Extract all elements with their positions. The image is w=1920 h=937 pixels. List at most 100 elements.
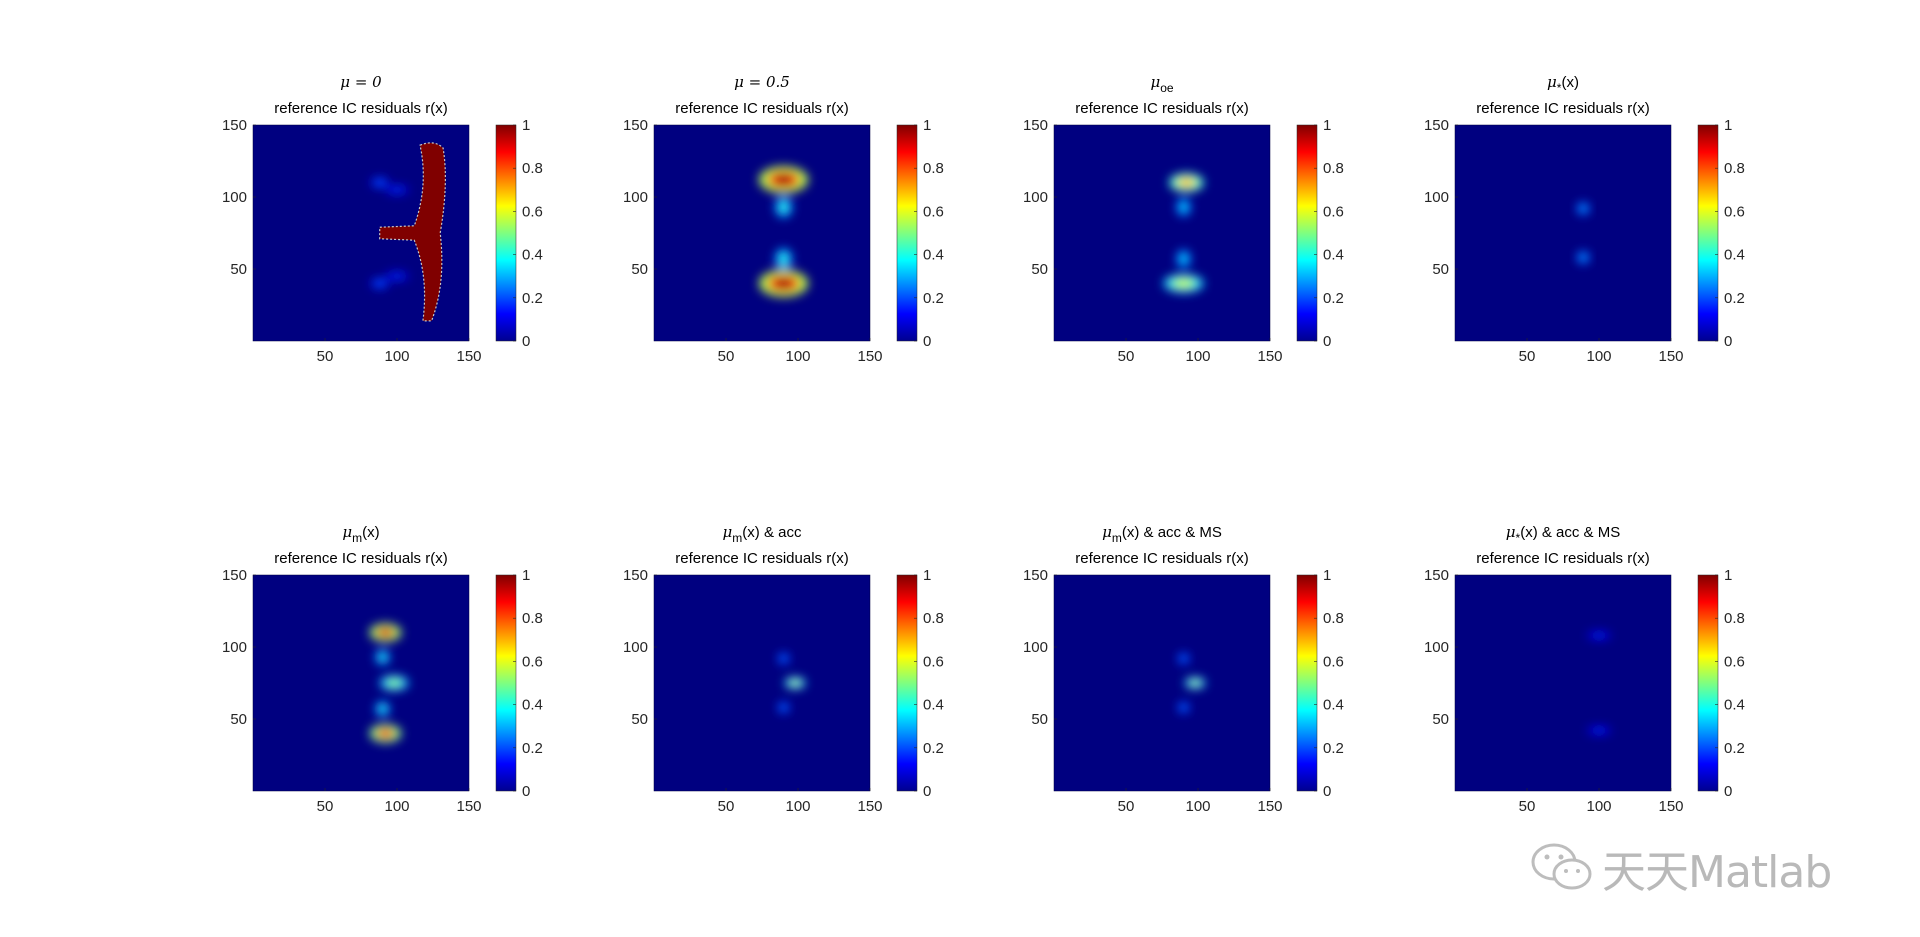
heatmap-blob-core (1181, 204, 1186, 210)
x-tick-label: 150 (857, 798, 882, 815)
x-tick-label: 100 (1586, 798, 1611, 815)
plot-frame (1454, 124, 1672, 342)
colorbar-tick-label: 0.2 (522, 290, 543, 307)
y-tick-label: 50 (230, 711, 247, 728)
y-tick-label: 50 (1432, 261, 1449, 278)
heatmap-blobs (1163, 173, 1204, 293)
colorbar-tick-label: 1 (522, 567, 530, 584)
colorbar-tick-label: 0 (1724, 783, 1732, 800)
colorbar-tick-label: 0 (1724, 333, 1732, 350)
panel-6: 50 100 150 50 100 150 μm(x) & acc reference IC … (623, 523, 944, 815)
y-tick-label: 150 (623, 567, 648, 584)
y-tick-label: 100 (1023, 639, 1048, 656)
heatmap-blobs (759, 166, 809, 297)
x-tick-label: 150 (456, 798, 481, 815)
panel-1: 50 100 150 50 100 150 μ = 0 reference IC residu… (222, 73, 543, 365)
colorbar-tick-label: 0.4 (1724, 697, 1745, 714)
heatmap-background (1054, 125, 1270, 341)
colorbar-tick-label: 0.8 (923, 610, 944, 627)
heatmap-blob-core (1180, 179, 1193, 186)
colorbar-tick-label: 1 (923, 567, 931, 584)
panel-title-line1: μm(x) & acc & MS (1102, 523, 1222, 545)
heatmap-blobs (369, 623, 409, 743)
y-tick-label: 50 (230, 261, 247, 278)
heatmap-background (1054, 575, 1270, 791)
heatmap-blobs (1576, 202, 1590, 264)
heatmap-blob-core (792, 681, 798, 685)
panel-title-line2: reference IC residuals r(x) (1075, 550, 1248, 567)
colorbar-tick-label: 0.6 (522, 203, 543, 220)
panel-5: 50 100 150 50 100 150 μm(x) reference IC residu… (222, 523, 543, 815)
panel-title-line1: μm(x) (342, 523, 379, 545)
y-tick-label: 150 (1424, 567, 1449, 584)
heatmap-background (1455, 575, 1671, 791)
heatmap-blob-core (1192, 681, 1198, 685)
plot-frame (1454, 574, 1672, 792)
colorbar-tick-label: 0 (923, 333, 931, 350)
colorbar-tick-label: 0.8 (923, 160, 944, 177)
panel-7: 50 100 150 50 100 150 μm(x) & acc & MS referenc… (1023, 523, 1344, 815)
panel-title-line2: reference IC residuals r(x) (274, 100, 447, 117)
panel-title-line1: μm(x) & acc (723, 523, 802, 545)
x-tick-label: 50 (1118, 348, 1135, 365)
y-tick-label: 150 (623, 117, 648, 134)
colorbar-tick-label: 1 (522, 117, 530, 134)
heatmap-blob-core (774, 278, 793, 289)
colorbar-tick-label: 0.8 (522, 610, 543, 627)
panel-4: 50 100 150 50 100 150 μ*(x) reference IC residu… (1424, 73, 1745, 365)
watermark: 天天Matlab (1530, 836, 1832, 900)
heatmap-blob-core (1581, 255, 1585, 260)
residual-region-shape (379, 142, 446, 322)
panel-title-line2: reference IC residuals r(x) (675, 550, 848, 567)
x-tick-label: 150 (1658, 348, 1683, 365)
colorbar-tick-label: 0.8 (1724, 160, 1745, 177)
y-tick-label: 50 (631, 711, 648, 728)
x-tick-label: 100 (1185, 798, 1210, 815)
colorbar-tick-label: 0.2 (1323, 740, 1344, 757)
y-tick-label: 150 (1023, 117, 1048, 134)
panel-title-line1: μoe (1150, 73, 1173, 95)
panel-title-line1: μ*(x) & acc & MS (1506, 523, 1620, 545)
x-tick-label: 150 (857, 348, 882, 365)
heatmap-blobs (370, 177, 409, 289)
x-tick-label: 50 (317, 798, 334, 815)
x-tick-label: 150 (1257, 798, 1282, 815)
heatmap-background (253, 575, 469, 791)
colorbar (495, 124, 517, 342)
colorbar-tick-label: 0.2 (1724, 290, 1745, 307)
colorbar-tick-label: 0.4 (923, 697, 944, 714)
heatmap-blob-core (782, 657, 785, 660)
plot-frame (252, 124, 470, 342)
colorbar-tick-label: 0.2 (1724, 740, 1745, 757)
colorbar (1296, 574, 1318, 792)
y-tick-label: 50 (1031, 261, 1048, 278)
colorbar-tick-label: 0.2 (522, 740, 543, 757)
x-tick-label: 100 (384, 348, 409, 365)
panel-8: 50 100 150 50 100 150 μ*(x) & acc & MS referenc… (1424, 523, 1745, 815)
colorbar-tick-label: 0.2 (923, 740, 944, 757)
heatmap-blob-core (393, 188, 401, 191)
heatmap-blob-core (1176, 280, 1191, 287)
plot-frame (653, 574, 871, 792)
colorbar-tick-label: 0.4 (522, 247, 543, 264)
colorbar-tick-label: 0.6 (1724, 653, 1745, 670)
colorbar-tick-label: 0.6 (923, 653, 944, 670)
x-tick-label: 100 (785, 348, 810, 365)
x-tick-label: 50 (317, 348, 334, 365)
colorbar-tick-label: 0 (522, 333, 530, 350)
colorbar-tick-label: 1 (1724, 567, 1732, 584)
y-tick-label: 100 (222, 639, 247, 656)
y-tick-label: 150 (222, 567, 247, 584)
heatmap-blob-core (1182, 657, 1185, 660)
colorbar-tick-label: 0.8 (522, 160, 543, 177)
colorbar (1697, 574, 1719, 792)
y-tick-label: 100 (623, 189, 648, 206)
heatmap-blob-core (377, 181, 383, 184)
x-tick-label: 150 (456, 348, 481, 365)
colorbar (1697, 124, 1719, 342)
colorbar-tick-label: 0.8 (1323, 610, 1344, 627)
x-tick-label: 50 (1118, 798, 1135, 815)
colorbar-tick-label: 0.8 (1724, 610, 1745, 627)
plot-frame (1053, 574, 1271, 792)
panel-3: 50 100 150 50 100 150 μoe reference IC residual… (1023, 73, 1344, 365)
